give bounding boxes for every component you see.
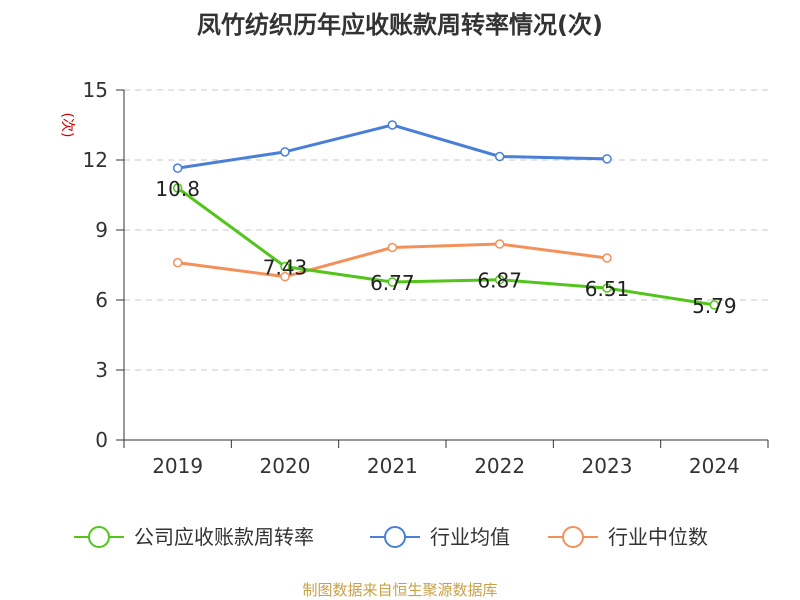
y-axis-unit-label: (次) [59,113,75,138]
data-point[interactable] [387,120,398,130]
axes: 0 3 6 9 12 15 2019 2020 2021 2022 2023 2024 [83,78,769,478]
x-tick-label: 2019 [152,454,203,478]
series-points [172,120,720,310]
legend-label: 行业中位数 [608,525,708,549]
legend-item[interactable]: 公司应收账款周转率 [74,525,314,549]
data-point[interactable] [494,274,505,285]
data-point[interactable] [280,147,290,157]
y-tick-label: 3 [95,358,108,382]
data-point[interactable] [602,253,612,263]
data-label: 7.43 [263,256,308,280]
x-tick-label: 2021 [367,454,418,478]
data-labels: 10.8 7.43 6.77 6.87 6.51 5.79 [155,177,736,318]
x-tick-label: 2022 [474,454,525,478]
series-line-1 [177,123,608,170]
source-note: 制图数据来自恒生聚源数据库 [302,581,497,599]
legend-marker-icon [88,526,110,548]
y-tick-label: 12 [83,148,108,172]
data-point[interactable] [172,257,183,268]
chart-title: 凤竹纺织历年应收账款周转率情况(次) [197,11,603,39]
data-point[interactable] [172,163,183,173]
series-lines [176,123,715,307]
legend-marker-icon [562,526,584,548]
data-point[interactable] [280,271,290,282]
legend-item[interactable]: 行业中位数 [548,525,708,549]
y-tick-label: 15 [83,78,108,102]
legend-label: 行业均值 [430,525,510,549]
y-tick-label: 6 [95,288,108,312]
data-point[interactable] [280,261,290,272]
legend-item[interactable]: 行业均值 [370,525,510,549]
x-tick-label: 2024 [689,454,740,478]
data-point[interactable] [172,183,183,193]
y-tick-label: 0 [95,428,108,452]
x-tick-label: 2020 [260,454,311,478]
data-label: 6.51 [585,277,630,301]
data-point[interactable] [387,277,398,287]
y-tick-label: 9 [95,218,108,242]
legend-marker-icon [384,526,406,548]
data-point[interactable] [602,154,612,164]
series-line-0 [176,186,715,307]
data-label: 6.87 [477,269,522,293]
legend-label: 公司应收账款周转率 [134,525,314,549]
data-point[interactable] [494,151,505,162]
data-label: 5.79 [692,294,737,318]
data-point[interactable] [387,242,398,253]
legend: 公司应收账款周转率 行业均值 行业中位数 [74,525,708,549]
data-label: 6.77 [370,271,415,295]
gridlines [124,89,768,371]
data-point[interactable] [602,283,612,293]
data-point[interactable] [709,300,720,310]
x-tick-label: 2023 [582,454,633,478]
data-point[interactable] [494,239,505,249]
data-label: 10.8 [155,177,200,201]
